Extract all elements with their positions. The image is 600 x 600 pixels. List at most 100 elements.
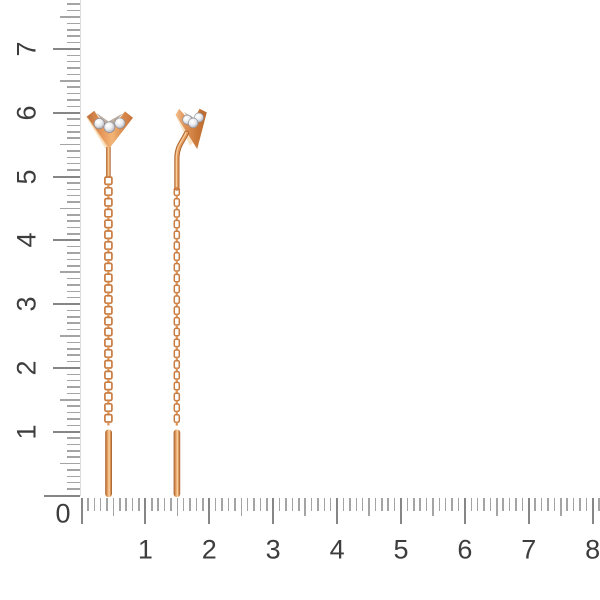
earring-right-chain — [173, 187, 181, 426]
tick-mark — [53, 366, 80, 369]
tick-mark — [214, 498, 217, 511]
tick-mark — [202, 498, 204, 511]
vertical-ruler-label-7: 7 — [11, 41, 42, 57]
tick-mark — [278, 498, 281, 511]
tick-mark — [381, 498, 383, 511]
tick-mark — [67, 118, 80, 120]
vertical-ruler-label-3: 3 — [11, 296, 42, 312]
tick-mark — [425, 498, 428, 511]
tick-mark — [259, 498, 262, 511]
tick-mark — [53, 430, 80, 433]
tick-mark — [457, 498, 460, 511]
vertical-ruler-label-5: 5 — [11, 168, 42, 185]
tick-mark — [131, 498, 134, 511]
tick-mark — [157, 498, 159, 511]
tick-mark — [67, 424, 80, 427]
tick-mark — [163, 498, 166, 511]
earring-left-v-highlight — [86, 117, 108, 149]
tick-mark — [67, 411, 80, 414]
tick-mark — [317, 498, 319, 511]
tick-mark — [67, 360, 80, 363]
tick-mark — [144, 498, 147, 524]
earring-left-post — [106, 147, 111, 178]
tick-mark — [234, 498, 236, 511]
tick-mark — [67, 73, 80, 76]
tick-mark — [67, 354, 80, 356]
tick-mark — [540, 498, 543, 511]
earring-left-stone-seat — [96, 113, 123, 131]
tick-mark — [67, 35, 80, 37]
tick-mark — [67, 348, 80, 350]
tick-mark — [393, 498, 396, 511]
earring-left-bar — [105, 429, 112, 497]
tick-mark — [67, 488, 80, 490]
tick-mark — [329, 498, 332, 511]
tick-mark — [534, 498, 536, 511]
tick-mark — [579, 498, 581, 511]
tick-mark — [67, 9, 80, 12]
tick-mark — [355, 498, 358, 511]
tick-mark — [99, 498, 102, 511]
horizontal-ruler-label-7: 7 — [521, 534, 537, 565]
tick-mark — [67, 418, 80, 420]
tick-mark — [342, 498, 345, 511]
tick-mark — [67, 131, 80, 133]
tick-mark — [67, 245, 80, 248]
tick-mark — [67, 162, 80, 165]
earring-left-diamonds — [93, 117, 126, 133]
tick-mark — [585, 498, 588, 511]
tick-mark — [151, 498, 153, 511]
earring-right-stone-seat — [184, 111, 203, 127]
tick-mark — [413, 498, 415, 511]
tick-mark — [291, 498, 294, 511]
horizontal-ruler-label-2: 2 — [201, 534, 217, 565]
tick-mark — [67, 475, 80, 478]
tick-mark — [591, 498, 594, 524]
tick-mark — [189, 498, 191, 511]
tick-mark — [67, 3, 80, 5]
tick-mark — [60, 335, 80, 337]
tick-mark — [53, 111, 80, 114]
tick-mark — [483, 498, 485, 511]
tick-mark — [598, 498, 600, 511]
tick-mark — [67, 328, 80, 331]
tick-mark — [67, 443, 80, 446]
tick-mark — [53, 175, 80, 178]
tick-mark — [53, 303, 80, 306]
earring-right-v-highlight — [175, 114, 193, 146]
tick-mark — [67, 22, 80, 25]
tick-mark — [560, 498, 562, 516]
tick-mark — [60, 80, 80, 82]
vertical-ruler-label-6: 6 — [11, 105, 42, 121]
tick-mark — [176, 498, 179, 516]
tick-mark — [60, 399, 80, 401]
tick-mark — [119, 498, 121, 511]
horizontal-ruler-label-3: 3 — [265, 534, 281, 565]
tick-mark — [419, 498, 421, 511]
tick-mark — [336, 498, 339, 524]
tick-mark — [463, 498, 466, 524]
earring-right-bar — [173, 429, 181, 497]
tick-mark — [521, 498, 524, 511]
tick-mark — [67, 214, 80, 216]
tick-mark — [508, 498, 511, 511]
tick-mark — [67, 201, 80, 203]
tick-mark — [515, 498, 517, 511]
tick-mark — [246, 498, 249, 511]
tick-mark — [170, 498, 172, 511]
tick-mark — [310, 498, 313, 511]
earring-left-v-element — [86, 110, 133, 150]
tick-mark — [285, 498, 287, 511]
tick-mark — [67, 322, 80, 324]
tick-mark — [361, 498, 364, 511]
horizontal-ruler-label-8: 8 — [585, 534, 600, 565]
tick-mark — [266, 498, 268, 511]
earring-right-v-element — [175, 108, 207, 149]
tick-mark — [67, 252, 80, 254]
tick-mark — [106, 498, 108, 511]
tick-mark — [67, 105, 80, 108]
tick-mark — [67, 60, 80, 63]
tick-mark — [253, 498, 255, 511]
tick-mark — [67, 386, 80, 388]
